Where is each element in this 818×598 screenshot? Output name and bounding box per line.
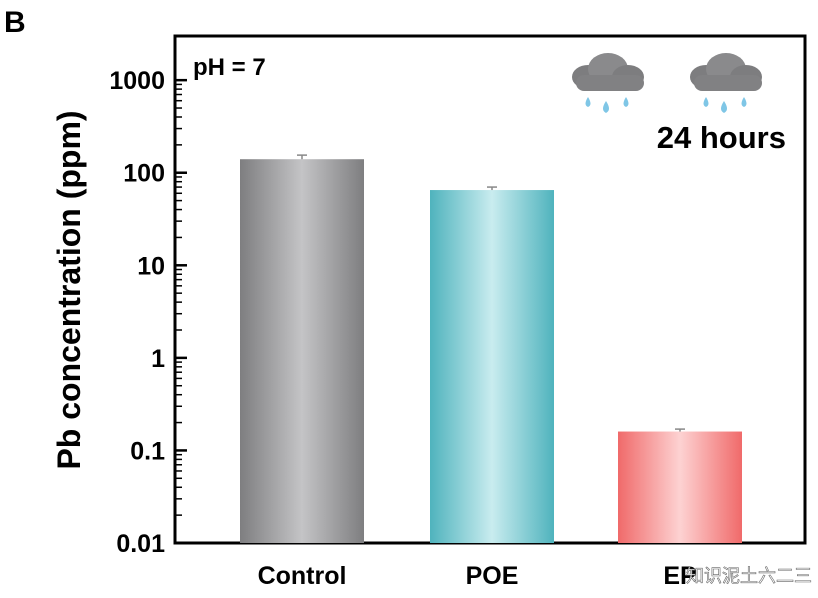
- x-tick-label: Control: [258, 562, 347, 590]
- duration-annotation: 24 hours: [657, 120, 786, 155]
- x-axis-labels: Control POE EP: [258, 562, 697, 590]
- rain-cloud-icon: [572, 53, 644, 113]
- bars-group: [240, 154, 742, 544]
- x-tick-label: EP: [663, 562, 696, 590]
- y-tick-label: 1000: [109, 67, 165, 95]
- bar-poe: [430, 190, 554, 543]
- bar-control: [240, 159, 364, 544]
- panel-label: B: [4, 6, 26, 39]
- y-axis-ticks: 0.01 0.1 1 10 100 1000: [109, 67, 187, 558]
- watermark: 知识泥土六二三: [686, 566, 812, 586]
- y-tick-label: 0.1: [130, 437, 165, 465]
- x-tick-label: POE: [466, 562, 519, 590]
- y-tick-label: 100: [123, 160, 165, 188]
- y-tick-label: 10: [137, 252, 165, 280]
- y-tick-label: 0.01: [116, 530, 165, 558]
- y-axis-label: Pb concentration (ppm): [51, 110, 87, 469]
- rain-cloud-icon: [690, 53, 762, 113]
- y-tick-label: 1: [151, 345, 165, 373]
- bar-ep: [618, 431, 742, 543]
- ph-annotation: pH = 7: [193, 54, 266, 81]
